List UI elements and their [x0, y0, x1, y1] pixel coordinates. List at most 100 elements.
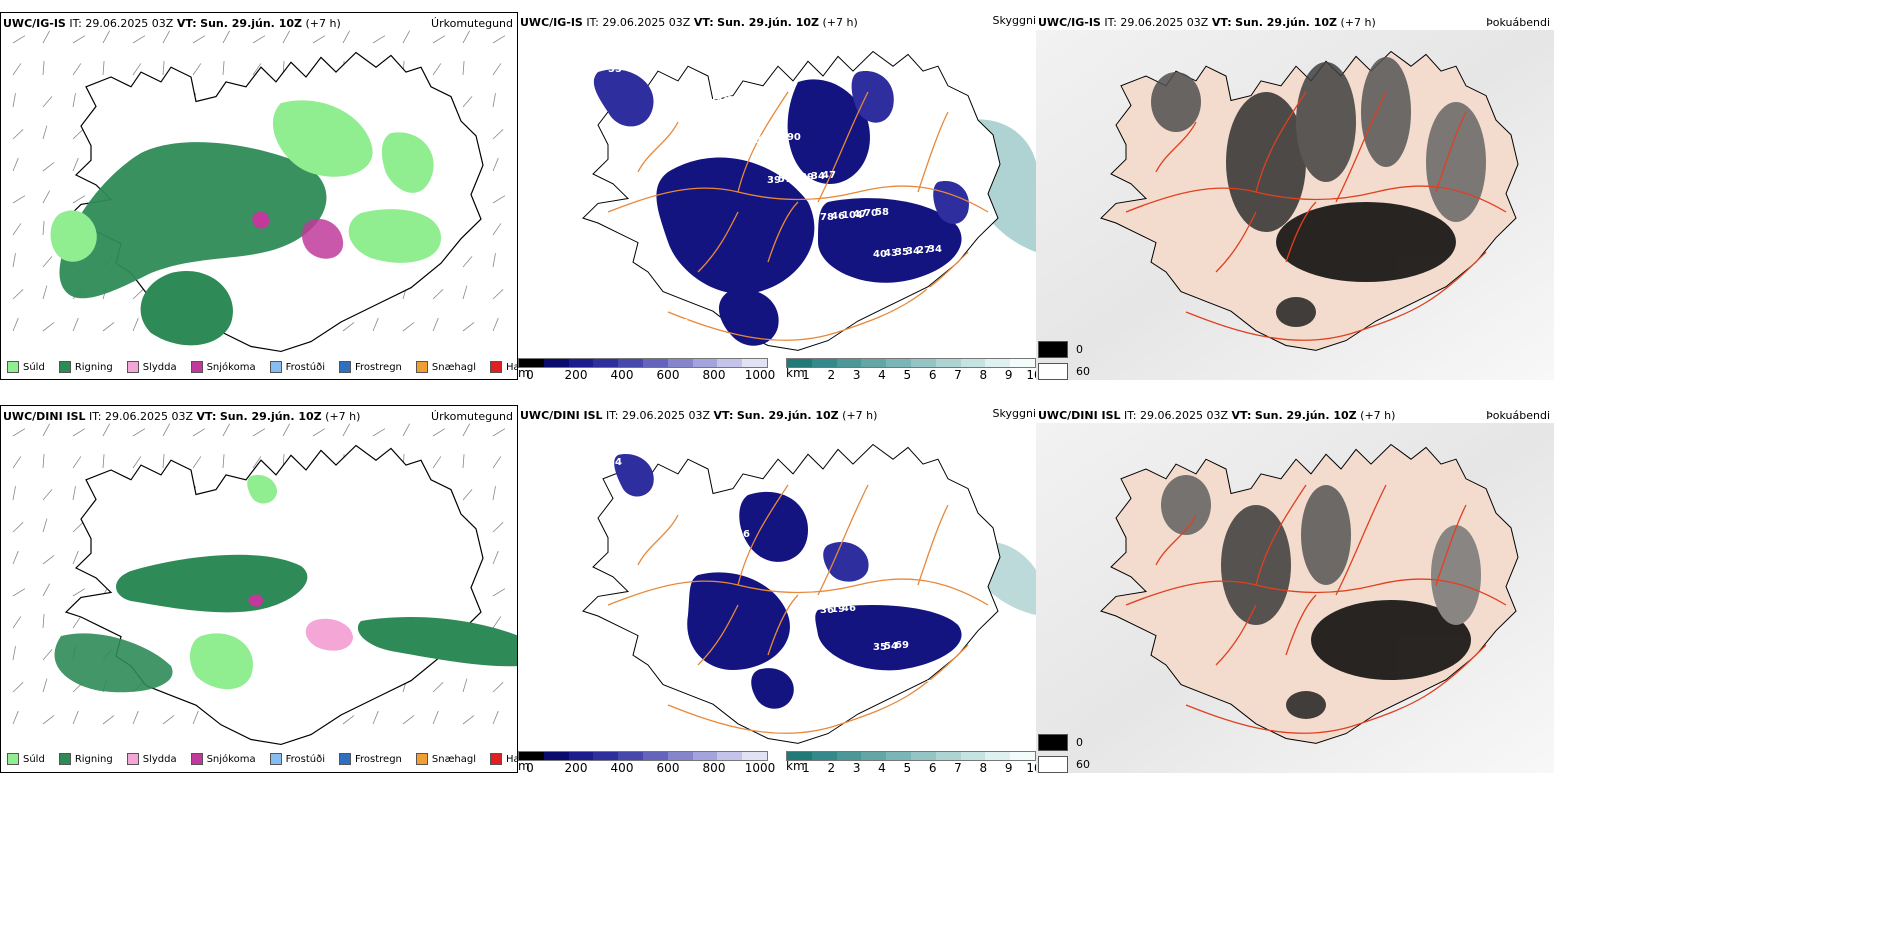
- wind-barb: [462, 256, 473, 268]
- ceiling-cells: [518, 358, 768, 368]
- legend-label: Súld: [23, 753, 45, 765]
- wind-barb: [372, 428, 386, 437]
- colorbar-cell: [861, 359, 887, 367]
- ceiling-value-label: 84: [714, 531, 728, 542]
- wind-barb: [42, 61, 45, 76]
- wind-barb: [12, 63, 22, 76]
- road-line: [767, 594, 799, 656]
- legend-item: Súld: [7, 361, 45, 373]
- ceiling-value-label: 57: [789, 566, 803, 577]
- wind-barb: [72, 35, 86, 44]
- ceiling-value-label: 104: [842, 210, 863, 221]
- wind-barb: [72, 428, 86, 437]
- wind-barb: [492, 195, 506, 204]
- legend-label: Rigning: [74, 753, 113, 765]
- ceiling-value-label: 78: [725, 530, 739, 541]
- wind-barb: [192, 63, 202, 76]
- ceiling-value-label: 58: [789, 173, 803, 184]
- colorbar-cell: [642, 752, 668, 760]
- wind-barb: [432, 428, 446, 437]
- fog-legend-row: 60: [1038, 753, 1090, 773]
- precip-legend: Súld Rigning Slydda Snjókoma Frostúði Frostre…: [7, 753, 517, 765]
- ceiling-value-label: 70: [864, 208, 878, 219]
- legend-item: Haglél: [490, 361, 517, 373]
- legend-swatch: [269, 753, 282, 765]
- wind-barb: [72, 195, 86, 204]
- panel-header: UWC/IG-IS IT: 29.06.2025 03Z VT: Sun. 29…: [1038, 16, 1376, 29]
- wind-barb: [72, 486, 76, 501]
- road-line: [1255, 91, 1307, 193]
- wind-barb: [72, 157, 79, 172]
- ceiling-value-label: 61: [683, 99, 697, 110]
- wind-barb: [462, 489, 473, 501]
- ceiling-value-label: 41: [937, 285, 951, 296]
- ceiling-values: 55 39 13 39 78 40 60 46 52 55 57 46 43 41 50 61 64 58 104 3…: [608, 64, 973, 334]
- ceiling-value-label: 107: [694, 98, 715, 109]
- wind-barb: [342, 715, 355, 725]
- wind-barb: [462, 61, 465, 76]
- visibility-cells: [786, 751, 1036, 761]
- wind-barb: [132, 428, 146, 437]
- wind-barb: [42, 256, 53, 268]
- legend-label: Súld: [23, 361, 45, 373]
- legend-swatch: [490, 753, 503, 765]
- wind-barb: [492, 682, 504, 693]
- valid-time: Sun. 29.jún. 10Z: [219, 410, 322, 423]
- colorbar-cell: [519, 752, 544, 760]
- ceiling-value-label: 60: [926, 286, 940, 297]
- ceiling-values: 54 79 84 139 36 35 105 97 50 78 87 19 54 41 32 29 56 57 46…: [608, 457, 962, 727]
- colorbar-tick: 3: [852, 761, 861, 773]
- wind-barb: [492, 129, 504, 140]
- fog-map: [1036, 30, 1554, 380]
- colorbar-cell: [717, 752, 743, 760]
- legend-label: Rigning: [74, 361, 113, 373]
- wind-barb: [222, 61, 225, 76]
- ceiling-value-label: 35: [895, 247, 909, 258]
- legend-item: Slydda: [126, 753, 177, 765]
- fog-shading: [1161, 475, 1481, 719]
- fog-legend-swatch: [1038, 755, 1068, 773]
- wind-barb: [42, 583, 51, 597]
- ceiling-value-label: 58: [875, 207, 889, 218]
- colorbar-cell: [717, 359, 743, 367]
- wind-barb: [132, 289, 144, 300]
- road-line: [817, 484, 869, 596]
- panel-header: UWC/DINI ISL IT: 29.06.2025 03Z VT: Sun.…: [3, 410, 361, 423]
- colorbar-cell: [692, 359, 718, 367]
- colorbar-cell: [886, 359, 911, 367]
- colorbar-cell: [568, 359, 594, 367]
- wind-barb: [12, 550, 19, 565]
- ceiling-value-label: 32: [630, 715, 644, 726]
- ceiling-value-label: 41: [937, 678, 951, 689]
- wind-barb: [342, 423, 351, 437]
- road-line: [1255, 484, 1307, 586]
- colorbar-cell: [742, 359, 767, 367]
- colorbar-cell: [618, 752, 643, 760]
- ceiling-value-label: 37: [674, 318, 688, 329]
- wind-barb: [192, 428, 206, 437]
- legend-label: Haglél: [506, 753, 517, 765]
- ceiling-unit: m: [518, 366, 530, 380]
- precip-areas: [54, 474, 517, 693]
- ceiling-value-label: 13: [714, 138, 728, 149]
- colorbar-cell: [836, 752, 862, 760]
- road-line: [1435, 111, 1467, 193]
- wind-barb: [72, 317, 79, 332]
- road-line: [1215, 604, 1257, 666]
- ceiling-value-label: 590: [780, 132, 801, 143]
- wind-barb: [492, 428, 506, 437]
- colorbar-cell: [593, 359, 619, 367]
- colorbar-tick: 10: [1026, 368, 1036, 380]
- ceiling-unit: m: [518, 759, 530, 773]
- precip-areas: [50, 100, 441, 346]
- road-network: [1125, 484, 1507, 734]
- ceiling-value-label: 36: [727, 95, 741, 106]
- wind-barb: [42, 518, 48, 533]
- fog-legend-swatch: [1038, 340, 1068, 358]
- ceiling-value-label: 54: [884, 641, 898, 652]
- wind-barb: [12, 253, 16, 268]
- colorbar-tick: 1000: [744, 368, 776, 380]
- wind-barb: [342, 30, 351, 44]
- legend-label: Snæhagl: [431, 361, 477, 373]
- init-time: 29.06.2025 03Z: [85, 17, 174, 30]
